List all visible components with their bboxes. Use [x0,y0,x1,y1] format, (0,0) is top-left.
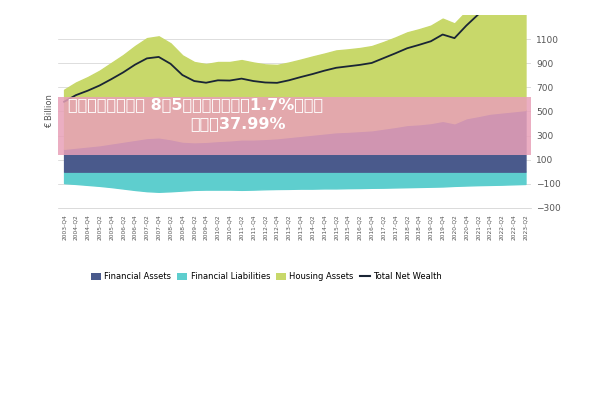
Legend: Financial Assets, Financial Liabilities, Housing Assets, Total Net Wealth: Financial Assets, Financial Liabilities,… [88,269,445,285]
Bar [58,97,532,155]
Y-axis label: € Billion: € Billion [45,94,54,128]
Text: 怎样用杠杆买股票 8月5日华翔转债下跌1.7%，转股: 怎样用杠杆买股票 8月5日华翔转债下跌1.7%，转股 [68,97,323,112]
Text: 溢价率37.99%: 溢价率37.99% [190,116,286,132]
